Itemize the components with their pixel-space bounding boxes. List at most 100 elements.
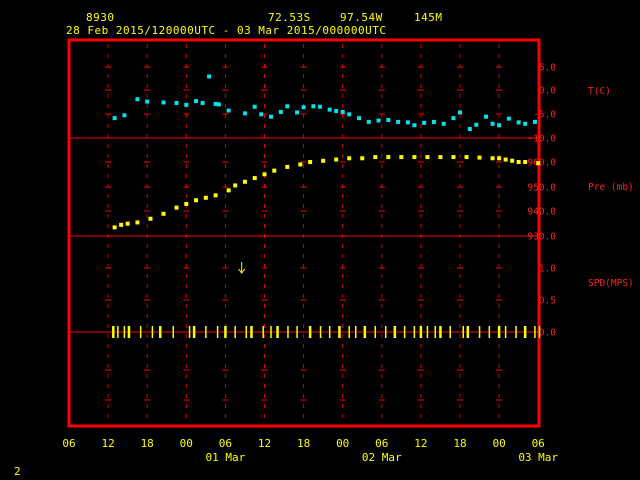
x-tick-label: 06 (219, 437, 232, 450)
temperature-point (317, 104, 322, 109)
temperature-point (252, 104, 257, 109)
station-id: 8930 (86, 11, 115, 24)
temperature-point (484, 114, 489, 119)
pressure-point (213, 193, 218, 198)
temperature-point (474, 122, 479, 127)
pressure-point (503, 157, 508, 162)
pressure-point (536, 161, 541, 166)
x-tick-label: 18 (297, 437, 310, 450)
temperature-point (226, 108, 231, 113)
wind-arrow-head (238, 268, 246, 274)
temperature-tick-label: 5.0 (539, 63, 556, 74)
pressure-point (112, 225, 117, 230)
wind-axis-label: SPD(MPS) (588, 278, 634, 289)
pressure-point (194, 198, 199, 203)
x-tick-label: 06 (62, 437, 75, 450)
pressure-point (161, 211, 166, 216)
station-longitude: 97.54W (340, 11, 383, 24)
temperature-point (516, 120, 521, 125)
page-number: 2 (14, 465, 21, 478)
temperature-point (135, 97, 140, 102)
pressure-point (298, 162, 303, 167)
x-tick-label: 18 (141, 437, 154, 450)
temperature-point (490, 121, 495, 126)
pressure-point (308, 160, 313, 164)
temperature-point (497, 123, 502, 128)
temperature-point (405, 120, 410, 125)
pressure-point (516, 160, 521, 164)
temperature-point (278, 109, 283, 114)
temperature-point (112, 116, 117, 121)
x-tick-label: 12 (101, 437, 114, 450)
temperature-point (216, 102, 221, 107)
pressure-point (451, 155, 456, 160)
temperature-point (386, 118, 391, 123)
temperature-point (340, 109, 345, 114)
wind-tick-label: 0.5 (539, 296, 556, 307)
pressure-point (272, 168, 277, 173)
pressure-point (523, 160, 528, 164)
temperature-point (451, 116, 456, 121)
temperature-point (200, 100, 205, 105)
station-elevation: 145M (414, 11, 443, 24)
time-period: 28 Feb 2015/120000UTC - 03 Mar 2015/0000… (66, 24, 387, 37)
temperature-point (174, 100, 179, 105)
pressure-point (399, 155, 404, 160)
temperature-point (347, 112, 352, 117)
pressure-point (252, 176, 257, 181)
wind-tick-label: 1.0 (539, 264, 556, 275)
temperature-point (242, 111, 247, 116)
pressure-point (242, 179, 247, 184)
temperature-point (295, 110, 300, 115)
pressure-tick-label: 930.0 (527, 232, 556, 243)
temperature-point (122, 113, 127, 118)
pressure-point (334, 157, 339, 162)
temperature-point (376, 118, 381, 123)
pressure-point (347, 156, 352, 161)
pressure-point (285, 164, 290, 169)
x-tick-label: 12 (414, 437, 427, 450)
pressure-point (360, 156, 365, 161)
pressure-point (497, 156, 502, 161)
pressure-point (464, 155, 469, 160)
wind-direction-arrow (238, 262, 246, 274)
temperature-point (213, 101, 218, 106)
temperature-point (532, 119, 537, 124)
temperature-point (184, 102, 189, 107)
temperature-point (327, 107, 332, 112)
temperature-point (441, 121, 446, 126)
temperature-point (161, 100, 166, 105)
x-tick-label: 00 (336, 437, 349, 450)
temperature-tick-label: 0.0 (539, 86, 556, 97)
pressure-point (321, 158, 326, 163)
temperature-point (422, 120, 427, 125)
wind-tick-label: 0.0 (539, 328, 556, 339)
station-latitude: 72.53S (268, 11, 311, 24)
plot-frame (67, 38, 541, 428)
pressure-point (386, 155, 391, 160)
pressure-tick-label: 950.0 (527, 183, 556, 194)
pressure-point (373, 155, 378, 160)
pressure-point (438, 155, 443, 160)
temperature-point (412, 123, 417, 128)
temperature-point (467, 127, 472, 132)
temperature-point (356, 116, 361, 121)
date-label: 01 Mar (206, 451, 246, 464)
temperature-point (145, 99, 150, 104)
x-tick-label: 12 (258, 437, 271, 450)
pressure-point (425, 155, 430, 160)
pressure-point (490, 156, 495, 161)
pressure-tick-label: 960.0 (527, 158, 556, 169)
pressure-point (226, 188, 231, 193)
temperature-tick-label: -10.0 (527, 134, 556, 145)
x-tick-label: 00 (492, 437, 505, 450)
pressure-point (203, 195, 208, 200)
pressure-point (412, 155, 417, 160)
x-tick-label: 06 (532, 437, 545, 450)
temperature-point (207, 74, 212, 79)
pressure-point (125, 221, 130, 226)
pressure-point (233, 183, 238, 188)
pressure-point (510, 158, 515, 163)
temperature-point (269, 114, 274, 119)
